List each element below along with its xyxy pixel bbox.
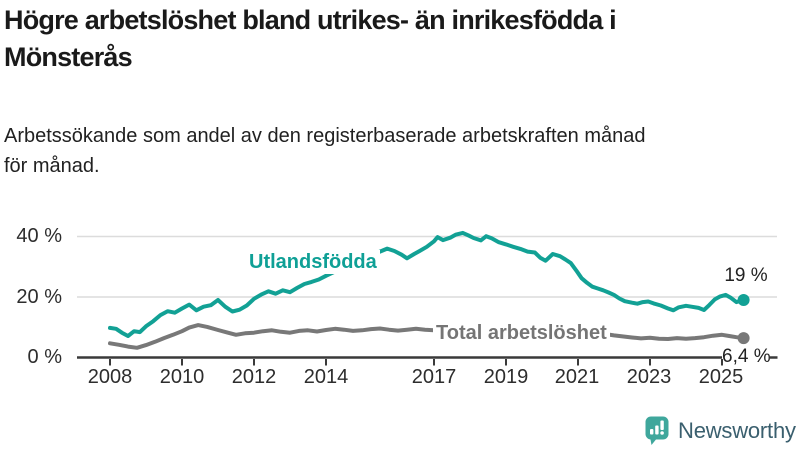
newsworthy-logo-icon xyxy=(645,416,669,445)
newsworthy-logo: Newsworthy xyxy=(645,416,796,446)
title-line-1: Högre arbetslöshet bland utrikes- än inr… xyxy=(4,5,617,35)
title-line-2: Mönsterås xyxy=(4,42,133,72)
chart-subtitle: Arbetssökande som andel av den registerb… xyxy=(4,121,794,181)
grid-lines xyxy=(77,235,777,298)
x-tick-label-2010: 2010 xyxy=(159,366,205,388)
series-lines xyxy=(108,230,746,350)
x-tick-label-2021: 2021 xyxy=(554,366,600,388)
x-tick-label-2014: 2014 xyxy=(303,366,349,388)
x-tick-label-2019: 2019 xyxy=(483,366,529,388)
y-tick-label-20: 20 % xyxy=(16,286,62,308)
y-tick-label-0: 0 % xyxy=(27,346,62,368)
series-label-utlandsfodda: Utlandsfödda xyxy=(246,250,380,274)
x-tick-label-2012: 2012 xyxy=(231,366,277,388)
x-tick-label-2008: 2008 xyxy=(87,366,133,388)
end-value-label-utlandsfodda: 19 % xyxy=(724,265,768,286)
y-tick-label-40: 40 % xyxy=(16,225,62,247)
page-title: Högre arbetslöshet bland utrikes- än inr… xyxy=(4,2,784,76)
subtitle-line-2: för månad. xyxy=(4,155,100,177)
end-value-label-total: 6,4 % xyxy=(722,346,771,367)
x-axis-line xyxy=(77,356,778,366)
x-tick-label-2017: 2017 xyxy=(411,366,457,388)
x-tick-label-2023: 2023 xyxy=(626,366,672,388)
subtitle-line-1: Arbetssökande som andel av den registerb… xyxy=(4,125,646,147)
x-tick-label-2025: 2025 xyxy=(698,366,744,388)
series-end-dots xyxy=(737,294,750,345)
newsworthy-logo-text: Newsworthy xyxy=(678,418,796,443)
series-label-total-arbetsloshet: Total arbetslöshet xyxy=(433,321,610,345)
